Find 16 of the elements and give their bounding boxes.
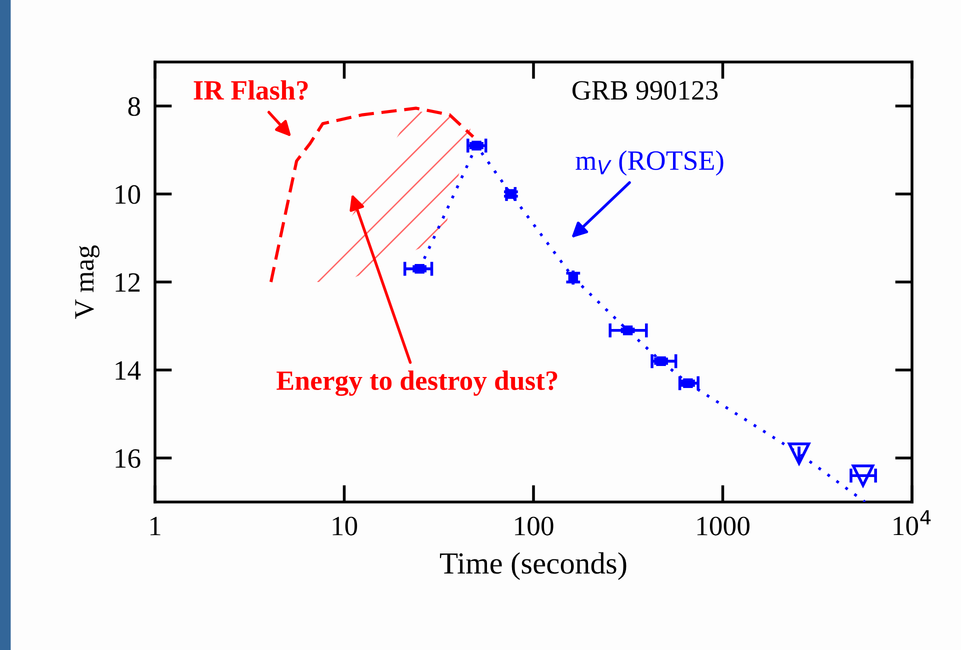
annotation: m$_{V}$ (ROTSE)	[576, 150, 724, 176]
y-tick-label: 10	[116, 185, 140, 204]
annotation: GRB 990123	[572, 81, 718, 100]
annotation: IR Flash?	[194, 80, 308, 100]
y-tick-label: 12	[116, 273, 140, 292]
y-axis-title: V mag	[75, 245, 100, 319]
y-tick-label: 8	[128, 97, 140, 116]
y-tick-label: 16	[116, 449, 140, 468]
x-tick-label: 10	[332, 516, 358, 536]
x-tick-label: 10$^{4}$	[894, 510, 931, 536]
x-tick-label: 1000	[697, 516, 750, 536]
y-tick-label: 14	[116, 361, 141, 380]
x-tick-label: 100	[515, 516, 554, 536]
x-axis-title: Time (seconds)	[440, 552, 626, 580]
x-tick-label: 1	[150, 516, 160, 536]
annotation: Energy to destroy dust?	[276, 370, 558, 396]
